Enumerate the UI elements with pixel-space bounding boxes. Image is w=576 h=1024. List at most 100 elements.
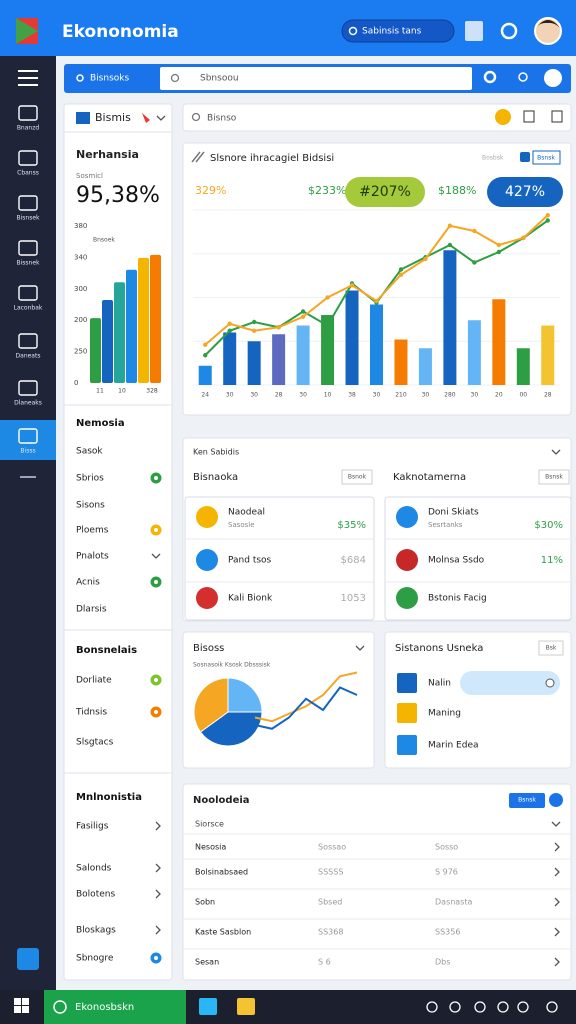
toolbar-action[interactable] [518, 72, 528, 82]
nav-item[interactable]: Slsgtacs [76, 738, 114, 748]
row-name[interactable]: Molnsa Ssdo [428, 556, 485, 566]
search-pill[interactable] [341, 19, 455, 43]
sidebar-icon[interactable] [18, 333, 38, 349]
subcard-tag[interactable] [341, 469, 373, 485]
avatar[interactable] [534, 17, 562, 45]
menu-icon[interactable] [18, 77, 38, 79]
table-help[interactable] [549, 793, 563, 807]
nav-item[interactable]: Salonds [76, 864, 112, 874]
start-icon[interactable] [14, 998, 21, 1005]
nav-item[interactable]: Bolotens [76, 890, 115, 900]
subcard-tag[interactable] [538, 469, 570, 485]
row-name[interactable]: Doni Skiats [428, 508, 479, 518]
toolbar-action[interactable] [483, 70, 497, 84]
nav-item[interactable]: Pnalots [76, 552, 109, 562]
action-button[interactable] [523, 110, 535, 123]
chart-toggle[interactable] [520, 152, 530, 162]
list-name[interactable]: Marin Edea [428, 741, 479, 751]
chevron-icon[interactable] [156, 115, 166, 121]
list-name[interactable]: Maning [428, 709, 461, 719]
menu-icon[interactable] [18, 70, 38, 72]
help-button[interactable] [17, 948, 39, 970]
chevron-icon[interactable] [554, 927, 560, 937]
subcard-title[interactable]: Kaknotamerna [393, 472, 466, 483]
card-tag[interactable] [538, 640, 564, 656]
table-button-text[interactable]: Bsnsk [518, 797, 536, 804]
table-cell[interactable]: Sobn [195, 898, 215, 907]
taskbar-app[interactable] [44, 990, 186, 1024]
start-icon[interactable] [14, 1006, 21, 1013]
sidebar-label[interactable]: Bisnsek [16, 215, 40, 222]
taskbar-icon[interactable] [237, 998, 255, 1015]
grid-button[interactable] [465, 21, 483, 41]
nav-item[interactable]: Ploems [76, 526, 109, 536]
search-placeholder[interactable]: Bisnso [207, 114, 237, 124]
nav-item[interactable]: Fasiligs [76, 822, 109, 832]
chevron-icon[interactable] [554, 867, 560, 877]
sidebar-label[interactable]: Bissnek [16, 260, 40, 267]
search-text[interactable]: Sabinsis tans [362, 27, 422, 37]
tray-icon[interactable] [449, 1001, 461, 1013]
tray-icon[interactable] [517, 1001, 529, 1013]
nav-item[interactable]: Sisons [76, 501, 105, 511]
sidebar-label[interactable]: Bnanzd [17, 125, 40, 132]
tray-icon[interactable] [474, 1001, 486, 1013]
chevron-icon[interactable] [155, 925, 161, 935]
nav-item[interactable]: Dlarsis [76, 605, 107, 615]
chart-button-text[interactable]: Bsnsk [537, 155, 555, 162]
action-button[interactable] [551, 110, 563, 123]
sidebar-icon[interactable] [18, 285, 38, 301]
chevron-icon[interactable] [554, 897, 560, 907]
sidebar-label[interactable]: Bisss [20, 448, 35, 455]
sidebar-label[interactable]: Laconbak [14, 305, 43, 312]
sidebar-icon[interactable] [18, 240, 38, 256]
toolbar-button[interactable]: Bisnsoks [90, 74, 129, 84]
dropdown-label[interactable]: Bismis [95, 111, 131, 124]
toolbar-search-text[interactable]: Sbnsoou [200, 74, 239, 84]
toolbar-action[interactable] [544, 69, 562, 87]
table-button[interactable] [509, 793, 545, 808]
sidebar-label[interactable]: Cbanss [17, 170, 39, 177]
row-name[interactable]: Kali Bionk [228, 594, 273, 604]
tray-icon[interactable] [546, 1001, 558, 1013]
nav-item[interactable]: Sbnogre [76, 954, 114, 964]
sidebar-icon[interactable] [18, 380, 38, 396]
list-name[interactable]: Nalin [428, 679, 451, 689]
chevron-icon[interactable] [551, 449, 561, 455]
nav-item[interactable]: Tidnsis [75, 708, 107, 718]
start-icon[interactable] [22, 998, 29, 1005]
sidebar-icon[interactable] [18, 428, 38, 444]
chevron-icon[interactable] [551, 821, 561, 827]
notification-button[interactable] [495, 109, 511, 125]
nav-item[interactable]: Acnis [76, 578, 100, 588]
nav-item[interactable]: Dorliate [76, 676, 112, 686]
chevron-icon[interactable] [554, 842, 560, 852]
start-icon[interactable] [22, 1006, 29, 1013]
tray-icon[interactable] [497, 1001, 509, 1013]
table-cell[interactable]: Nesosia [195, 843, 226, 852]
settings-button[interactable] [500, 22, 518, 40]
nav-item[interactable]: Sbrios [76, 474, 104, 484]
toolbar-search[interactable] [160, 67, 472, 90]
chevron-icon[interactable] [155, 863, 161, 873]
sidebar-label[interactable]: Daneats [16, 353, 41, 360]
chevron-icon[interactable] [554, 957, 560, 967]
sidebar-icon[interactable] [18, 195, 38, 211]
row-name[interactable]: Bstonis Facig [428, 594, 487, 604]
tray-icon[interactable] [426, 1001, 438, 1013]
chevron-icon[interactable] [151, 553, 161, 559]
table-cell[interactable]: Sesan [195, 958, 219, 967]
taskbar-icon[interactable] [199, 998, 217, 1015]
row-name[interactable]: Naodeal [228, 508, 265, 518]
nav-item[interactable]: Bloskags [76, 926, 116, 936]
chevron-icon[interactable] [355, 645, 365, 651]
sidebar-label[interactable]: Dlaneaks [14, 400, 42, 407]
sidebar-icon[interactable] [18, 150, 38, 166]
chevron-icon[interactable] [155, 889, 161, 899]
table-cell[interactable]: Bolsinabsaed [195, 868, 248, 877]
taskbar-app-name[interactable]: Ekonosbskn [75, 1002, 134, 1013]
sidebar-icon[interactable] [18, 105, 38, 121]
chart-button[interactable] [532, 150, 561, 165]
row-name[interactable]: Pand tsos [228, 556, 272, 566]
menu-icon[interactable] [18, 84, 38, 86]
